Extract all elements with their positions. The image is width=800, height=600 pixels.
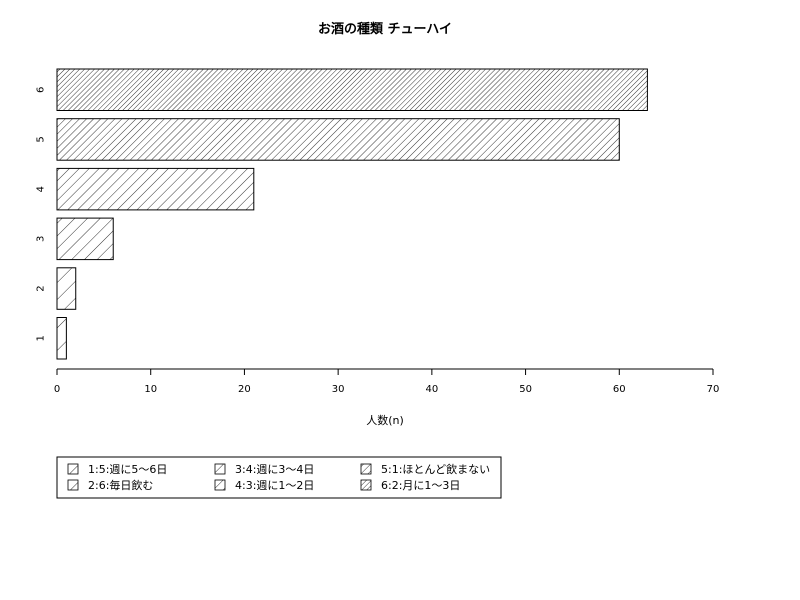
y-tick-label: 3: [36, 236, 47, 242]
y-tick-label: 6: [36, 87, 47, 93]
x-tick-label: 20: [238, 384, 251, 395]
legend-key: [214, 479, 226, 491]
x-tick-label: 50: [519, 384, 532, 395]
bar-5: [56, 118, 620, 161]
y-tick-label: 2: [36, 285, 47, 291]
legend-label: 2:6:毎日飲む: [88, 478, 153, 492]
bar-6: [56, 68, 648, 111]
x-tick-label: 40: [425, 384, 438, 395]
chart-title: お酒の種類 チューハイ: [318, 21, 452, 37]
legend-key: [67, 479, 79, 491]
y-tick-label: 1: [36, 335, 47, 341]
legend-label: 1:5:週に5〜6日: [88, 463, 167, 476]
legend-key: [360, 463, 372, 475]
legend-label: 6:2:月に1〜3日: [381, 479, 460, 492]
bars-group: [56, 68, 648, 360]
bar-2: [56, 267, 77, 310]
x-tick-label: 10: [144, 384, 157, 395]
y-tick-label: 5: [36, 136, 47, 142]
legend-key: [214, 463, 226, 475]
y-tick-label: 4: [36, 186, 47, 192]
x-axis: 0 10 20 30 40 50 60 70: [54, 368, 720, 395]
legend: 1:5:週に5〜6日 2:6:毎日飲む 3:4:週に3〜4日 4:3:週に1〜2日 5:…: [56, 456, 502, 499]
legend-key: [360, 479, 372, 491]
legend-label: 5:1:ほとんど飲まない: [381, 462, 490, 476]
x-tick-label: 70: [707, 384, 720, 395]
x-tick-label: 60: [613, 384, 626, 395]
x-tick-label: 0: [54, 384, 60, 395]
y-axis: 1 2 3 4 5 6: [36, 87, 47, 342]
legend-label: 3:4:週に3〜4日: [235, 463, 314, 476]
bar-4: [56, 167, 255, 211]
legend-key: [67, 463, 79, 475]
x-tick-label: 30: [332, 384, 345, 395]
legend-label: 4:3:週に1〜2日: [235, 479, 314, 492]
x-axis-label: 人数(n): [366, 414, 404, 427]
bar-3: [56, 217, 114, 261]
bar-1: [56, 317, 67, 360]
legend-box: [56, 456, 502, 499]
